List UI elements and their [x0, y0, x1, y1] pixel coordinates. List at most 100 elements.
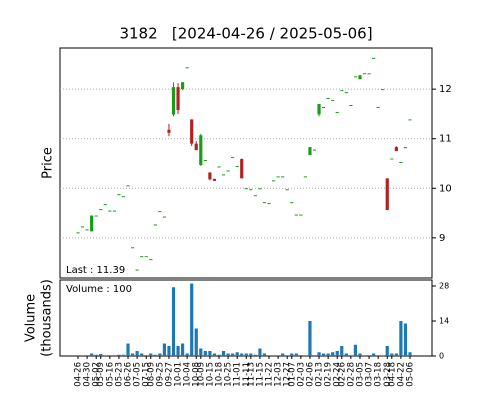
candle-body: [112, 210, 116, 212]
candle-body: [80, 226, 85, 228]
candle-body: [99, 209, 103, 211]
candle-body: [190, 119, 194, 144]
candle-body: [140, 256, 144, 258]
x-tick-label: 06-26: [124, 362, 134, 387]
x-tick-label: 05-09: [96, 362, 106, 387]
candle-body: [340, 90, 344, 92]
candle-body: [326, 98, 330, 100]
candle-body: [103, 204, 107, 206]
volume-bar: [340, 346, 344, 356]
x-tick-label: 10-04: [183, 362, 193, 387]
candle-body: [312, 149, 317, 151]
x-tick-label: 10-08: [192, 362, 202, 387]
volume-bar: [176, 346, 180, 356]
candle-body: [299, 214, 303, 216]
volume-bar: [408, 352, 412, 356]
candle-body: [362, 73, 367, 75]
candle-body: [281, 176, 285, 178]
volume-bar: [303, 355, 307, 356]
candle-body: [267, 203, 271, 205]
volume-bar: [331, 352, 335, 356]
candle-body: [158, 211, 162, 213]
volume-bar: [235, 352, 239, 356]
volume-bar: [281, 353, 285, 356]
x-tick-label: 11-01: [233, 362, 243, 387]
volume-bar: [103, 355, 107, 356]
volume-bar: [99, 354, 103, 356]
candle-body: [167, 129, 171, 133]
volume-bar: [194, 328, 198, 356]
annotation: Last : 11.39: [66, 265, 125, 276]
volume-bar: [203, 351, 207, 356]
volume-bar: [199, 348, 203, 356]
candle-body: [317, 104, 321, 115]
volume-bar: [358, 353, 362, 356]
y-tick-label: 11: [439, 134, 452, 145]
y-tick-label: 28: [439, 282, 449, 291]
candle-body: [217, 166, 221, 168]
candle-body: [376, 106, 380, 108]
candle-body: [199, 135, 203, 165]
candle-body: [262, 202, 267, 204]
x-tick-label: 02-13: [315, 362, 325, 387]
candle-body: [285, 189, 289, 191]
volume-bar: [217, 354, 221, 356]
x-tick-label: 11-15: [255, 362, 265, 387]
volume-bar: [308, 321, 312, 356]
price-panel: [59, 47, 433, 279]
volume-bar: [108, 355, 112, 356]
volume-bar: [326, 353, 330, 356]
candle-body: [185, 67, 189, 69]
x-tick-label: 11-13: [246, 362, 256, 387]
y-tick-label: 0: [439, 352, 444, 361]
x-tick-label: 07-05: [133, 362, 143, 387]
volume-bar: [244, 353, 248, 356]
candle-body: [244, 188, 248, 190]
candle-body: [90, 215, 94, 232]
candle-body: [372, 57, 376, 59]
volume-bar: [285, 355, 289, 356]
candle-body: [258, 188, 262, 190]
x-tick-label: 03-07: [365, 362, 375, 387]
y-tick-label: 12: [439, 84, 452, 95]
volume-bar: [271, 355, 276, 356]
x-tick-label: 08-09: [146, 362, 156, 387]
volume-bar: [376, 355, 380, 356]
x-tick-label: 10-18: [214, 362, 224, 387]
x-tick-label: 03-05: [355, 362, 365, 387]
volume-bar: [190, 283, 194, 356]
volume-bar: [344, 353, 348, 356]
candle-body: [212, 178, 217, 181]
volume-bar: [90, 353, 94, 356]
x-tick-label: 02-28: [346, 362, 356, 387]
candle-body: [353, 76, 358, 78]
candle-body: [385, 178, 389, 211]
volume-bar: [153, 354, 157, 356]
candle-body: [135, 269, 139, 271]
candle-body: [226, 170, 230, 172]
volume-bar: [167, 346, 171, 356]
volume-bar: [267, 355, 271, 356]
annotation: Volume : 100: [66, 284, 132, 295]
candle-body: [349, 105, 353, 107]
x-tick-label: 01-07: [287, 362, 297, 387]
volume-bar: [249, 353, 253, 356]
candle-body: [249, 189, 253, 191]
candle-body: [367, 73, 371, 75]
volume-bar: [158, 353, 162, 356]
candle-body: [85, 229, 89, 231]
volume-bar: [403, 323, 408, 356]
x-tick-label: 10-09: [196, 362, 206, 387]
x-tick-label: 03-28: [383, 362, 393, 387]
x-tick-label: 02-24: [333, 362, 343, 387]
volume-bar: [290, 353, 294, 356]
x-tick-label: 02-19: [324, 362, 334, 387]
volume-bar: [399, 321, 403, 356]
x-tick-label: 09-25: [155, 362, 165, 387]
x-tick-label: 02-03: [296, 362, 306, 387]
candle-body: [208, 172, 212, 180]
candle-body: [321, 106, 326, 108]
volume-bar: [126, 343, 130, 356]
x-tick-label: 02-06: [305, 362, 315, 387]
